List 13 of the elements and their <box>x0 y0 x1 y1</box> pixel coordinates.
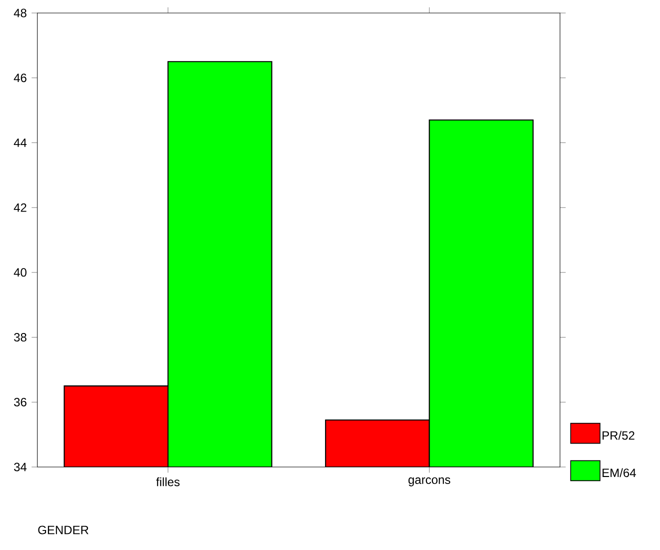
y-tick-label: 44 <box>14 138 27 147</box>
y-tick-label: 42 <box>14 203 26 212</box>
legend-label: EM/64 <box>602 468 636 478</box>
x-tick-label: garcons <box>408 477 450 486</box>
y-tick-label: 36 <box>14 398 26 406</box>
y-tick-label: 46 <box>14 74 26 82</box>
y-tick-label: 34 <box>14 462 27 472</box>
legend-label: PR/52 <box>602 430 634 440</box>
x-tick-label: filles <box>156 477 180 486</box>
y-tick-label: 38 <box>14 333 26 342</box>
y-tick-label: 48 <box>14 8 26 18</box>
x-axis-title: GENDER <box>38 526 88 534</box>
y-tick-label: 40 <box>14 268 26 277</box>
